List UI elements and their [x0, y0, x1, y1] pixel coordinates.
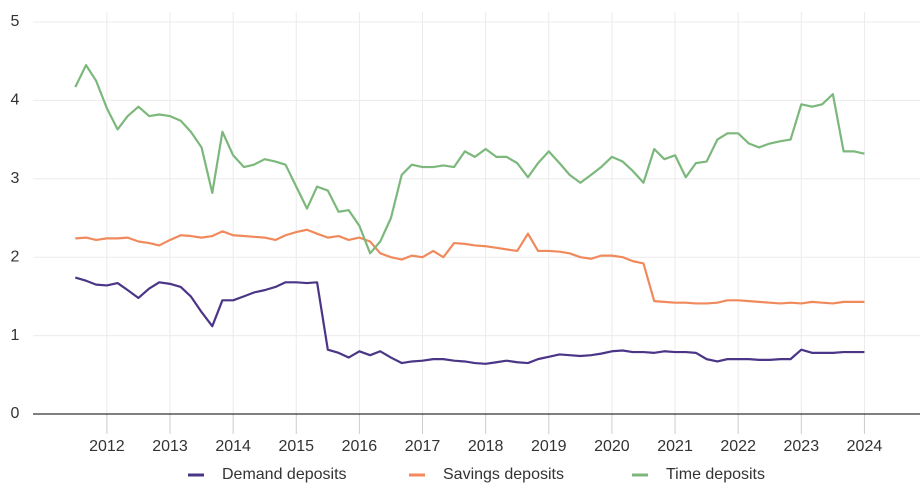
x-tick-label: 2017 [405, 438, 441, 455]
series-line [74, 64, 865, 255]
x-tick-label: 2022 [720, 438, 756, 455]
x-tick-label: 2016 [342, 438, 378, 455]
x-tick-label: 2012 [89, 438, 125, 455]
y-tick-label: 5 [11, 13, 20, 30]
y-tick-label: 0 [11, 405, 20, 422]
x-tick-label: 2013 [152, 438, 188, 455]
x-tick-label: 2015 [278, 438, 314, 455]
legend-label: Time deposits [666, 466, 765, 483]
y-tick-label: 4 [11, 92, 20, 109]
y-tick-label: 2 [11, 248, 20, 265]
legend-label: Demand deposits [222, 466, 347, 483]
x-tick-label: 2019 [531, 438, 567, 455]
x-tick-label: 2018 [468, 438, 504, 455]
y-tick-label: 3 [11, 170, 20, 187]
x-tick-label: 2023 [784, 438, 820, 455]
x-tick-label: 2024 [847, 438, 883, 455]
series-line [75, 228, 865, 305]
legend-label: Savings deposits [443, 466, 564, 483]
x-tick-label: 2020 [594, 438, 630, 455]
y-tick-label: 1 [11, 327, 20, 344]
x-tick-label: 2014 [215, 438, 251, 455]
x-tick-label: 2021 [657, 438, 693, 455]
series-line [74, 276, 865, 365]
